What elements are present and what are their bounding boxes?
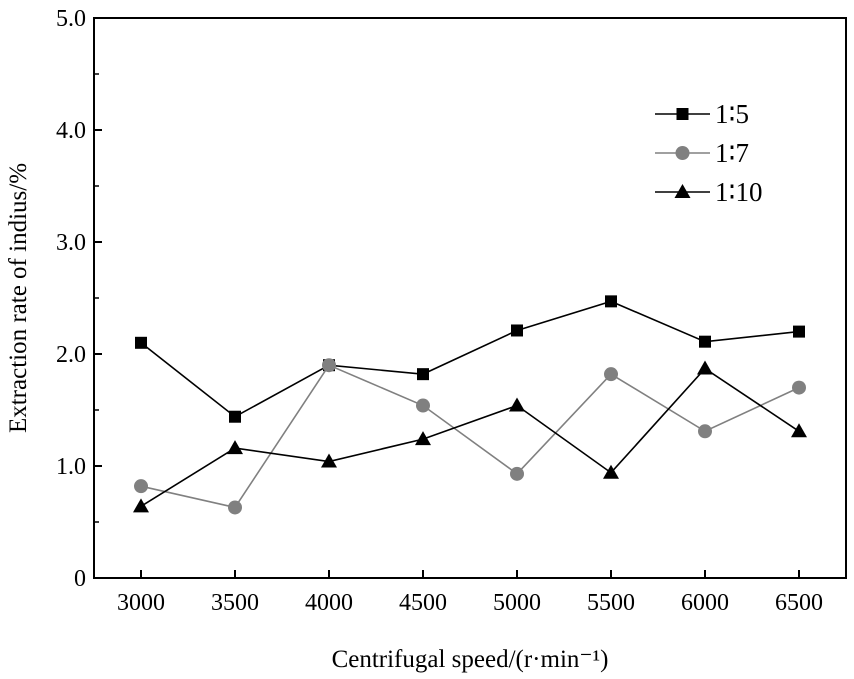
data-point [227, 440, 243, 455]
y-tick-label: 2.0 [56, 342, 86, 368]
data-point [793, 325, 805, 338]
legend-marker [675, 146, 690, 160]
legend: 1∶5 1∶7 1∶10 [655, 99, 763, 207]
x-tick-label: 6500 [775, 590, 823, 616]
series-line [140, 300, 800, 418]
x-tick-label: 6000 [681, 590, 729, 616]
data-point [510, 466, 524, 481]
series-1 [135, 295, 805, 423]
data-point [322, 358, 336, 373]
y-tick-label: 5.0 [56, 6, 86, 32]
x-tick-label: 3500 [211, 590, 259, 616]
series-2 [134, 358, 806, 515]
series-3 [133, 360, 807, 513]
data-point [697, 360, 713, 375]
y-tick-label: 1.0 [56, 454, 86, 480]
legend-item: 1∶10 [655, 177, 763, 207]
x-axis-ticks: 3000 3500 4000 4500 5000 5500 6000 6500 [117, 570, 823, 616]
data-point [135, 336, 147, 349]
data-point [509, 397, 525, 412]
y-axis-title: Extraction rate of indius/% [5, 163, 32, 433]
data-point [321, 453, 337, 468]
y-tick-label: 3.0 [56, 230, 86, 256]
data-point [792, 380, 806, 395]
legend-label: 1∶10 [715, 177, 763, 207]
x-tick-label: 4000 [305, 590, 353, 616]
data-point [416, 398, 430, 413]
legend-label: 1∶5 [715, 99, 749, 129]
legend-marker [674, 184, 691, 198]
data-point [603, 464, 619, 479]
legend-item: 1∶5 [655, 99, 749, 129]
x-tick-label: 5500 [587, 590, 635, 616]
series-layer [133, 295, 807, 515]
x-tick-label: 3000 [117, 590, 165, 616]
x-tick-label: 5000 [493, 590, 541, 616]
data-point [791, 423, 807, 438]
data-point [229, 410, 241, 423]
y-tick-label: 4.0 [56, 118, 86, 144]
legend-item: 1∶7 [655, 138, 749, 168]
y-tick-label: 0 [74, 566, 86, 592]
legend-marker [676, 108, 689, 120]
legend-label: 1∶7 [715, 138, 749, 168]
data-point [698, 424, 712, 439]
y-axis-ticks: 0 1.0 2.0 3.0 4.0 5.0 [56, 6, 102, 592]
data-point [417, 368, 429, 381]
data-point [133, 498, 149, 513]
data-point [604, 367, 618, 382]
data-point [134, 479, 148, 494]
data-point [699, 335, 711, 348]
data-point [511, 324, 523, 337]
x-axis-title: Centrifugal speed/(r·min⁻¹) [332, 646, 609, 673]
data-point [228, 500, 242, 515]
data-point [415, 431, 431, 446]
series-line [140, 364, 800, 509]
series-line [140, 367, 800, 508]
data-point [605, 295, 617, 308]
x-tick-label: 4500 [399, 590, 447, 616]
